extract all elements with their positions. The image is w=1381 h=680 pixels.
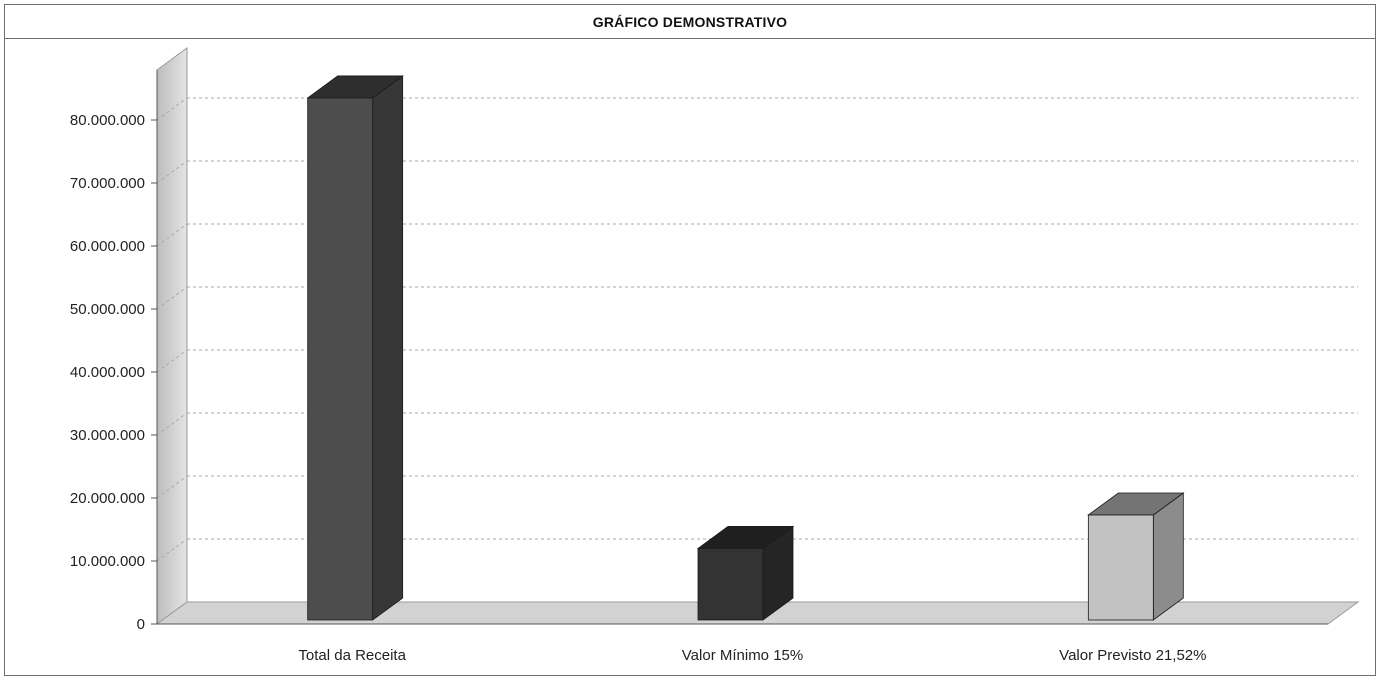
gridline-wall — [156, 475, 188, 499]
gridline-wall — [156, 97, 188, 121]
gridline-wall — [156, 349, 188, 373]
gridline-wall — [156, 286, 188, 310]
gridline-wall — [156, 412, 188, 436]
y-axis-ticks: 0 10.000.000 20.000.000 30.000.000 40.000.00… — [70, 112, 157, 633]
bar-front — [697, 548, 764, 621]
x-category-label: Valor Previsto 21,52% — [1059, 647, 1206, 664]
gridline-wall — [156, 160, 188, 184]
chart-frame: GRÁFICO DEMONSTRATIVO — [4, 4, 1376, 676]
y-tick-label: 0 — [137, 616, 145, 633]
bar — [1087, 492, 1185, 621]
y-tick-label: 70.000.000 — [70, 175, 145, 192]
x-category-label: Valor Mínimo 15% — [682, 647, 803, 664]
y-tick-label: 60.000.000 — [70, 238, 145, 255]
x-category-label: Total da Receita — [298, 647, 406, 664]
y-tick-label: 40.000.000 — [70, 364, 145, 381]
y-tick-label: 30.000.000 — [70, 427, 145, 444]
gridline-wall — [156, 223, 188, 247]
bar-front — [1087, 514, 1154, 621]
y-tick-label: 10.000.000 — [70, 553, 145, 570]
bar — [306, 75, 404, 621]
bar-front — [307, 97, 374, 621]
chart-back-wall — [156, 47, 188, 625]
chart-title: GRÁFICO DEMONSTRATIVO — [5, 5, 1375, 39]
bar-side — [372, 75, 404, 621]
y-tick-label: 50.000.000 — [70, 301, 145, 318]
y-tick-label: 20.000.000 — [70, 490, 145, 507]
gridlines — [156, 97, 1358, 562]
bars — [306, 75, 1185, 621]
gridline-wall — [156, 538, 188, 562]
x-axis-labels: Total da Receita Valor Mínimo 15% Valor Pr… — [298, 647, 1206, 664]
bar — [696, 525, 795, 621]
y-tick-label: 80.000.000 — [70, 112, 145, 129]
